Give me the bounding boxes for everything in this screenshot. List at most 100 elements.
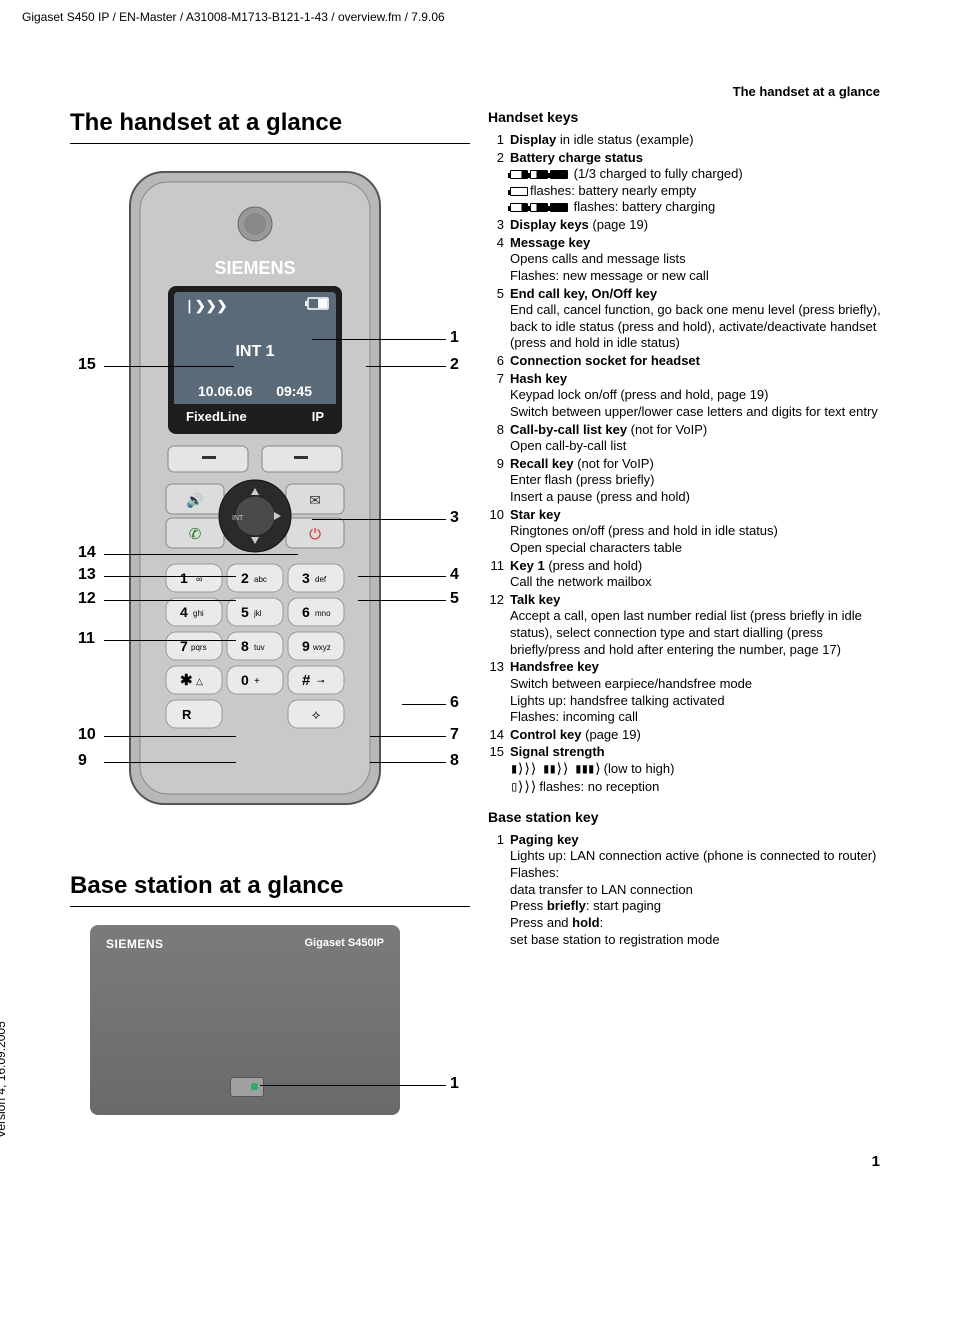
callout-line (358, 600, 446, 601)
paging-key-graphic (230, 1077, 264, 1097)
svg-text:4: 4 (180, 604, 188, 620)
key-body: Display keys (page 19) (510, 217, 888, 234)
battery-icon (530, 170, 548, 179)
key-item-1: 1Display in idle status (example) (488, 132, 888, 149)
key-num: 8 (488, 422, 510, 455)
base-keys-list: 1Paging keyLights up: LAN connection act… (488, 832, 888, 948)
svg-text:1: 1 (180, 570, 188, 586)
page-number: 1 (0, 1135, 958, 1178)
svg-text:5: 5 (241, 604, 249, 620)
svg-text:△: △ (196, 676, 203, 686)
callout-13: 13 (78, 566, 96, 584)
key-item-10: 10Star keyRingtones on/off (press and ho… (488, 507, 888, 557)
callout-line (402, 704, 446, 705)
svg-text:⊸: ⊸ (317, 676, 325, 686)
title-rule (70, 143, 470, 144)
callout-7: 7 (450, 726, 459, 744)
svg-text:✉: ✉ (309, 492, 321, 508)
battery-icon (550, 203, 568, 212)
key-num: 11 (488, 558, 510, 591)
key-body: Control key (page 19) (510, 727, 888, 744)
key-body: Message keyOpens calls and message lists… (510, 235, 888, 285)
key-item-8: 8Call-by-call list key (not for VoIP)Ope… (488, 422, 888, 455)
base-model: Gigaset S450IP (305, 937, 385, 949)
handset-keys-title: Handset keys (488, 109, 888, 127)
svg-text:INT 1: INT 1 (235, 343, 274, 360)
key-num: 14 (488, 727, 510, 744)
key-body: Star keyRingtones on/off (press and hold… (510, 507, 888, 557)
callout-9: 9 (78, 752, 87, 770)
key-body: Call-by-call list key (not for VoIP)Open… (510, 422, 888, 455)
key-item-11: 11Key 1 (press and hold)Call the network… (488, 558, 888, 591)
key-num: 1 (488, 132, 510, 149)
svg-text:6: 6 (302, 604, 310, 620)
key-body: Display in idle status (example) (510, 132, 888, 149)
key-body: Signal strength▮⟩⟩⟩ ▮▮⟩⟩ ▮▮▮⟩ (low to hi… (510, 744, 888, 796)
key-num: 7 (488, 371, 510, 421)
base-callout-1: 1 (450, 1075, 459, 1093)
handset-keys-list: 1Display in idle status (example)2Batter… (488, 132, 888, 797)
svg-text:tuv: tuv (254, 643, 265, 652)
side-version: Version 4, 16.09.2005 (0, 1021, 8, 1138)
callout-line (312, 339, 446, 340)
callout-15: 15 (78, 356, 96, 374)
svg-text:wxyz: wxyz (312, 643, 331, 652)
svg-text:09:45: 09:45 (276, 383, 312, 399)
callout-line (312, 519, 446, 520)
callout-line (104, 736, 236, 737)
signal-icon: ▮⟩⟩⟩ ▮▮⟩⟩ ▮▮▮⟩ (510, 761, 600, 777)
svg-text:⏻: ⏻ (309, 526, 321, 543)
callout-6: 6 (450, 694, 459, 712)
callout-line (260, 1085, 446, 1086)
key-item-13: 13Handsfree keySwitch between earpiece/h… (488, 659, 888, 726)
svg-text:abc: abc (254, 575, 267, 584)
base-diagram: SIEMENS Gigaset S450IP 1 (70, 925, 470, 1135)
doc-path: Gigaset S450 IP / EN-Master / A31008-M17… (0, 0, 958, 28)
svg-text:❘❯❯❯: ❘❯❯❯ (184, 298, 228, 314)
callout-8: 8 (450, 752, 459, 770)
svg-text:mno: mno (315, 609, 331, 618)
key-num: 6 (488, 353, 510, 370)
svg-text:3: 3 (302, 570, 310, 586)
svg-text:✆: ✆ (189, 526, 202, 543)
battery-icon (530, 203, 548, 212)
key-body: Battery charge status (1/3 charged to fu… (510, 150, 888, 217)
svg-text:8: 8 (241, 638, 249, 654)
title-handset: The handset at a glance (70, 109, 470, 137)
svg-text:#: # (302, 672, 311, 689)
base-key-item-1: 1Paging keyLights up: LAN connection act… (488, 832, 888, 948)
signal-empty-icon: ▯⟩⟩⟩ (510, 779, 536, 795)
base-brand: SIEMENS (106, 937, 164, 951)
key-item-14: 14Control key (page 19) (488, 727, 888, 744)
handset-svg: SIEMENS ❘❯❯❯ INT 1 10.06.06 (126, 168, 384, 808)
svg-text:+: + (254, 676, 260, 687)
title-rule-2 (70, 906, 470, 907)
key-num: 12 (488, 592, 510, 659)
key-num: 10 (488, 507, 510, 557)
key-num: 2 (488, 150, 510, 217)
key-item-12: 12Talk keyAccept a call, open last numbe… (488, 592, 888, 659)
key-body: End call key, On/Off keyEnd call, cancel… (510, 286, 888, 353)
key-item-15: 15Signal strength▮⟩⟩⟩ ▮▮⟩⟩ ▮▮▮⟩ (low to … (488, 744, 888, 796)
battery-empty-icon (510, 187, 528, 196)
svg-text:10.06.06: 10.06.06 (198, 383, 253, 399)
svg-text:jkl: jkl (253, 609, 262, 618)
callout-line (104, 762, 236, 763)
svg-text:FixedLine: FixedLine (186, 409, 247, 424)
handset-diagram: SIEMENS ❘❯❯❯ INT 1 10.06.06 (70, 162, 470, 842)
key-item-5: 5End call key, On/Off keyEnd call, cance… (488, 286, 888, 353)
callout-1: 1 (450, 329, 459, 347)
svg-text:IP: IP (312, 409, 325, 424)
key-item-9: 9Recall key (not for VoIP)Enter flash (p… (488, 456, 888, 506)
svg-text:def: def (315, 575, 327, 584)
callout-line (370, 736, 446, 737)
key-item-4: 4Message keyOpens calls and message list… (488, 235, 888, 285)
callout-line (104, 576, 236, 577)
svg-text:2: 2 (241, 570, 249, 586)
callout-2: 2 (450, 356, 459, 374)
svg-text:SIEMENS: SIEMENS (214, 258, 295, 278)
callout-12: 12 (78, 590, 96, 608)
callout-line (104, 554, 298, 555)
callout-line (358, 576, 446, 577)
key-num: 3 (488, 217, 510, 234)
